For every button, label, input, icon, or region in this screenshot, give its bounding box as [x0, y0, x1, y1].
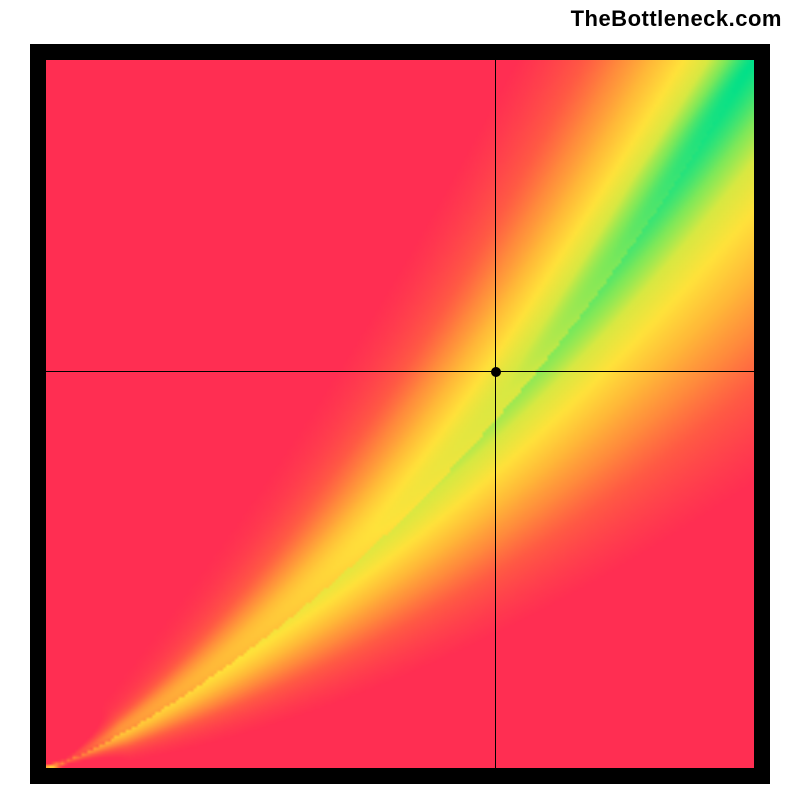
crosshair-horizontal [46, 371, 754, 373]
watermark-text: TheBottleneck.com [571, 6, 782, 32]
crosshair-dot [491, 367, 501, 377]
chart-container: TheBottleneck.com [0, 0, 800, 800]
heatmap-canvas [46, 60, 754, 768]
crosshair-vertical [495, 60, 497, 768]
